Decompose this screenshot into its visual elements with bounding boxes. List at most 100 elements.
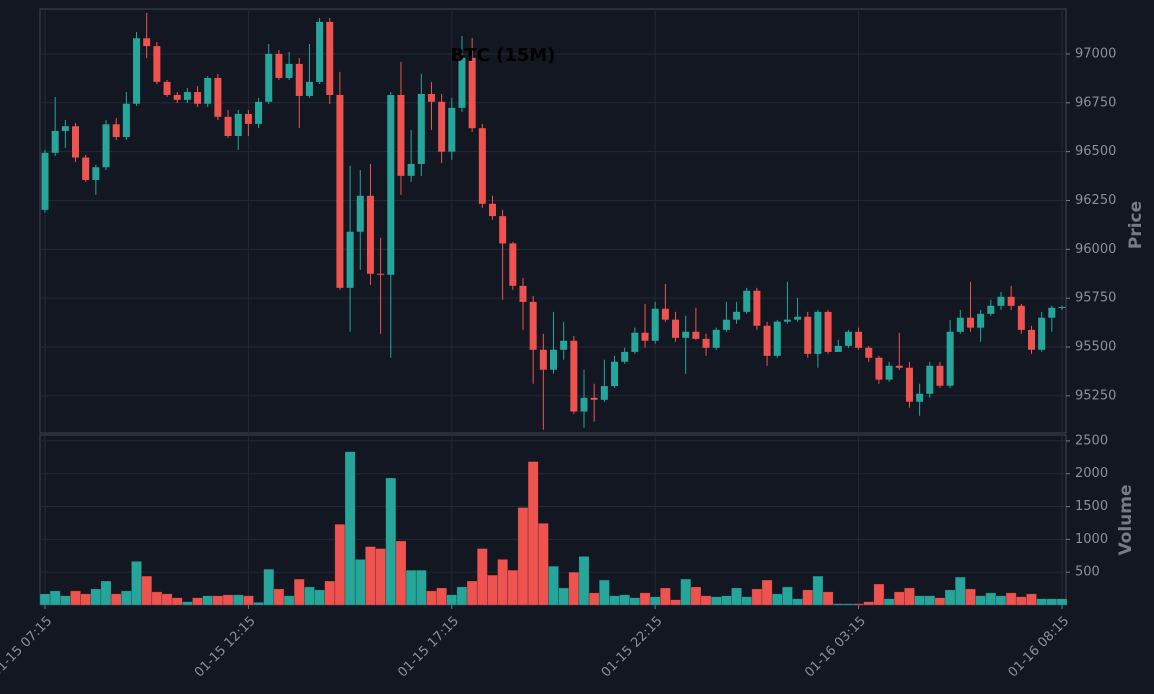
- volume-bar: [944, 589, 956, 606]
- candle-body: [855, 331, 863, 348]
- candle-body: [224, 116, 232, 137]
- volume-bar: [700, 595, 712, 606]
- volume-bar: [100, 580, 112, 606]
- y-tick-label: 95750: [1075, 291, 1116, 306]
- volume-bar: [893, 591, 905, 606]
- volume-bar: [598, 579, 610, 606]
- volume-bar: [39, 593, 51, 606]
- volume-bar: [466, 580, 478, 606]
- candle-body: [722, 319, 730, 330]
- volume-bar: [761, 579, 773, 606]
- candle-body: [580, 397, 588, 412]
- candle-body: [153, 46, 161, 82]
- volume-bar: [405, 569, 417, 606]
- volume-bar: [497, 559, 509, 606]
- volume-bar: [90, 588, 102, 606]
- volume-bar: [507, 569, 519, 606]
- volume-bar: [995, 595, 1007, 606]
- volume-bar: [59, 595, 71, 606]
- volume-bar: [120, 590, 132, 606]
- y-tick-label: 95250: [1075, 388, 1116, 403]
- volume-bar: [527, 461, 539, 606]
- candle-body: [865, 347, 873, 358]
- candle-body: [234, 113, 242, 137]
- volume-bar: [670, 599, 681, 606]
- volume-bar: [375, 548, 386, 606]
- candle-body: [407, 163, 415, 176]
- volume-bar: [548, 565, 559, 606]
- chart-title: BTC (15M): [451, 45, 556, 66]
- candle-body: [702, 338, 710, 348]
- candle-body: [122, 103, 130, 137]
- y-tick-label: 96750: [1075, 95, 1116, 110]
- volume-bar: [659, 587, 671, 606]
- candle-body: [326, 21, 334, 95]
- candle-body: [458, 57, 466, 108]
- volume-bar: [70, 590, 81, 606]
- candles: [41, 12, 1066, 430]
- volume-bar: [1026, 593, 1037, 606]
- candle-body: [448, 107, 456, 152]
- volume-bar: [954, 576, 966, 606]
- candle-body: [417, 93, 425, 164]
- volume-bar: [710, 596, 722, 606]
- candle-body: [499, 216, 507, 244]
- candle-body: [72, 126, 80, 158]
- candle-body: [438, 101, 446, 152]
- candle-body: [905, 367, 913, 402]
- volume-bar: [334, 523, 346, 606]
- volume-bar: [232, 594, 244, 606]
- candle-body: [946, 331, 954, 386]
- volume-bar: [578, 556, 590, 606]
- candle-body: [753, 290, 761, 326]
- volume-bar: [344, 451, 356, 606]
- volume-bar: [985, 592, 997, 606]
- volume-bar: [832, 603, 844, 606]
- volume-bar: [243, 595, 254, 606]
- candle-body: [733, 311, 741, 320]
- volume-bar: [904, 587, 915, 606]
- candle-body: [773, 321, 781, 356]
- candle-body: [631, 332, 639, 352]
- volume-bar: [202, 595, 214, 606]
- volume-bar: [1015, 596, 1027, 606]
- volume-bar: [822, 591, 834, 606]
- candle-body: [427, 93, 435, 102]
- volume-bar: [517, 507, 529, 606]
- volume-bar: [914, 595, 926, 606]
- candle-body: [316, 21, 324, 82]
- volume-axis-label: Volume: [1116, 484, 1136, 555]
- candle-body: [966, 317, 974, 328]
- candle-body: [987, 305, 995, 314]
- candle-body: [194, 92, 202, 104]
- candle-body: [956, 317, 964, 332]
- volume-bar: [873, 583, 885, 606]
- candle-body: [712, 329, 720, 348]
- candle-body: [682, 331, 690, 338]
- candle-body: [336, 94, 344, 288]
- volume-bar: [253, 602, 264, 606]
- candle-body: [173, 94, 181, 100]
- candle-body: [550, 349, 557, 370]
- candle-body: [204, 77, 212, 104]
- volume-bar: [49, 590, 61, 606]
- volume-bar: [324, 580, 336, 606]
- volume-bar: [131, 561, 142, 606]
- candle-body: [570, 340, 578, 412]
- volume-bar: [843, 603, 854, 606]
- candle-body: [1058, 306, 1066, 308]
- volume-bar: [771, 593, 783, 606]
- candle-body: [214, 77, 222, 117]
- candle-body: [1048, 307, 1056, 318]
- volume-bar: [365, 546, 376, 606]
- volume-bar: [975, 595, 987, 606]
- candle-body: [895, 365, 903, 368]
- volume-bar: [568, 571, 580, 606]
- candle-body: [1027, 329, 1035, 350]
- volume-bar: [426, 590, 437, 606]
- volume-bar: [446, 594, 458, 606]
- volume-bar: [212, 595, 224, 606]
- candle-body: [834, 345, 842, 352]
- volume-bar: [385, 477, 397, 606]
